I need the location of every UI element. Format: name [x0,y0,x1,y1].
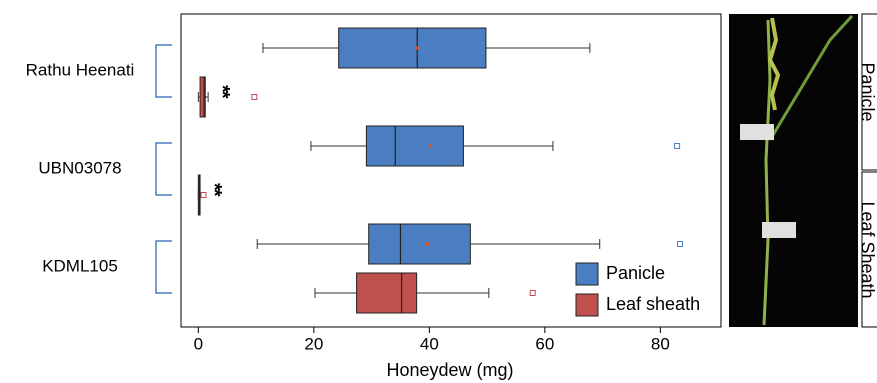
legend-label: Panicle [606,263,665,283]
photo-label-box [861,13,877,171]
significance: ** [203,183,225,197]
outlier [529,290,536,296]
outlier [674,143,681,149]
x-tick-label: 20 [304,334,323,353]
category-label: UBN03078 [38,158,121,177]
x-tick-label: 60 [535,334,554,353]
box [199,76,206,118]
category-label: KDML105 [42,256,118,275]
photo-panicle [767,17,781,111]
box [338,27,487,69]
photo-label-box [861,171,877,328]
outlier [676,241,683,247]
legend-swatch [575,262,599,286]
box [365,125,464,167]
photo-tag [740,124,774,140]
x-tick-label: 80 [651,334,670,353]
box [356,272,418,314]
group-bracket [155,142,172,196]
photo [729,13,877,328]
legend-swatch [575,293,599,317]
box [368,223,471,265]
x-axis-label: Honeydew (mg) [386,360,513,380]
photo-label: Leaf Sheath [857,201,877,298]
group-bracket [155,44,172,98]
legend-label: Leaf sheath [606,294,700,314]
outlier [251,94,258,100]
x-tick-label: 40 [420,334,439,353]
plot-frame [180,13,722,328]
x-tick-label: 0 [194,334,203,353]
significance: ** [211,85,233,99]
category-label: Rathu Heenati [26,60,135,79]
photo-leaf [768,14,854,141]
outlier [200,192,207,198]
mean [415,46,420,50]
photo-tag [762,222,796,238]
photo-label: Panicle [857,62,877,121]
mean [428,144,433,148]
group-bracket [155,240,172,294]
mean [425,242,430,246]
photo-background [729,14,858,327]
